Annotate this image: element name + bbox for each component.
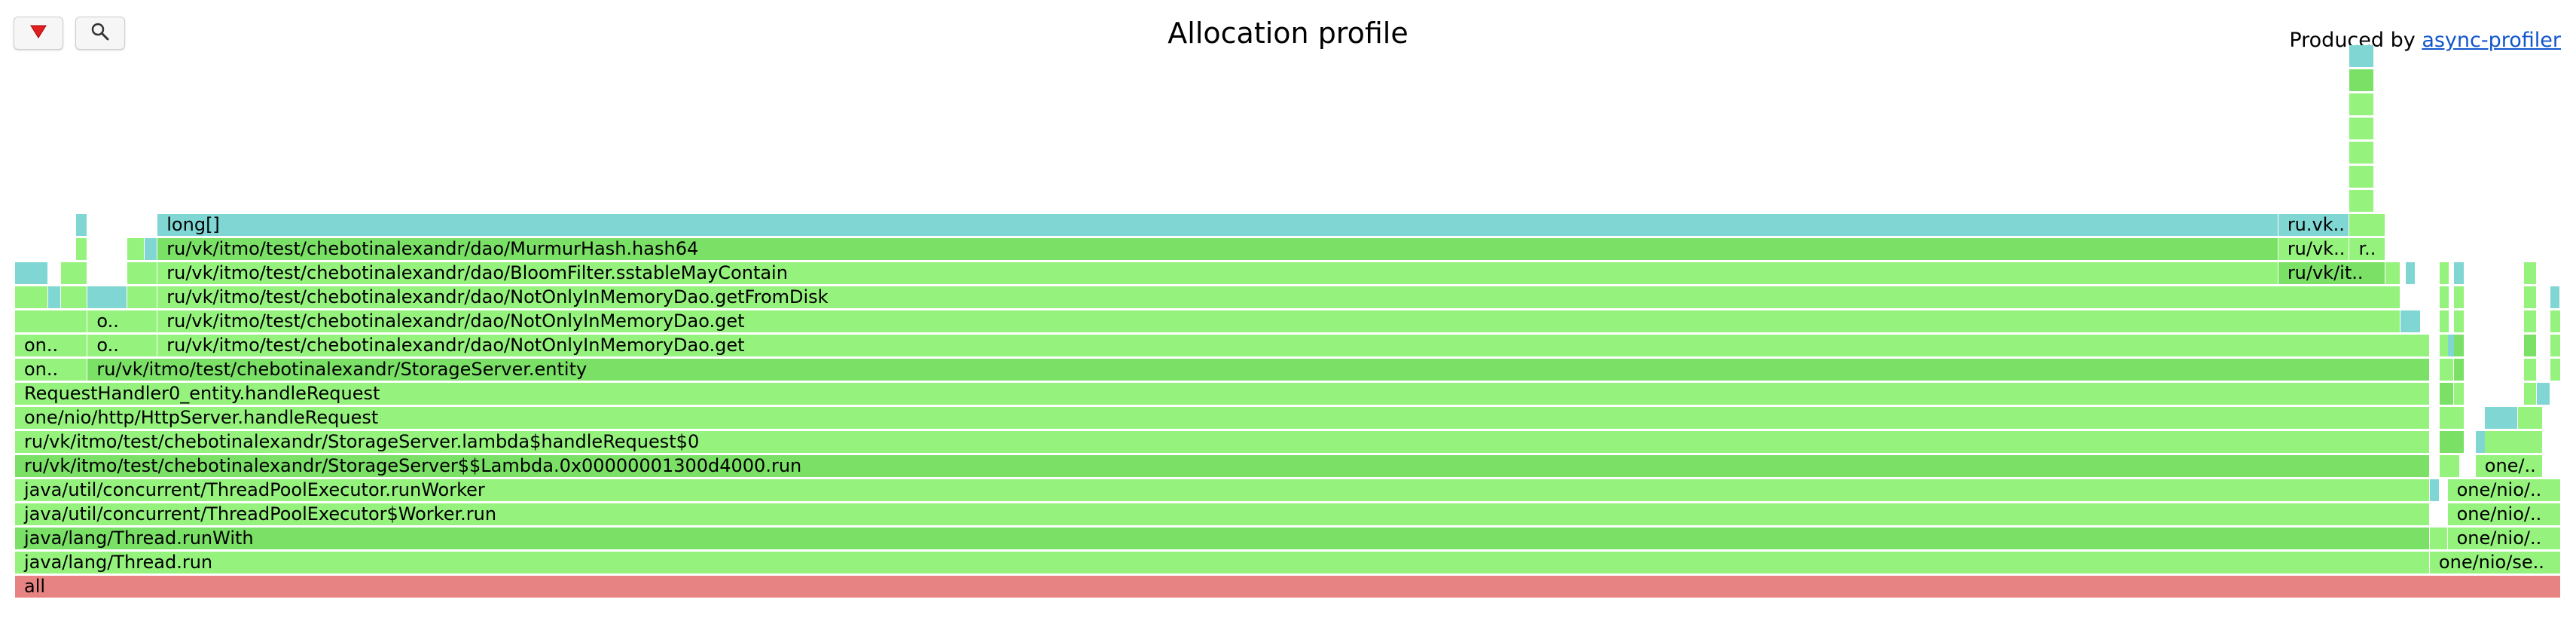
flame-frame[interactable] [2484,431,2544,453]
flame-frame[interactable] [2523,286,2537,308]
flame-frame[interactable] [2349,166,2374,188]
flame-frame[interactable]: one/nio/http/HttpServer.handleRequest [15,407,2430,429]
flame-frame[interactable]: RequestHandler0_entity.handleRequest [15,383,2430,405]
flame-frame[interactable] [2349,190,2374,212]
flame-frame[interactable]: o.. [87,310,158,332]
flame-frame[interactable] [2440,407,2465,429]
flame-frame[interactable] [2349,69,2374,91]
reverse-triangle-icon [30,24,47,42]
flame-frame[interactable] [15,286,48,308]
flame-frame[interactable]: ru/vk/itmo/test/chebotinalexandr/dao/Mur… [157,238,2278,260]
flame-frame[interactable] [2349,142,2374,164]
flame-frame[interactable] [2550,335,2561,356]
flame-frame[interactable] [2550,310,2561,332]
search-button[interactable] [75,17,125,50]
flame-frame[interactable] [2517,407,2544,429]
flame-frame[interactable]: ru.vk.. [2278,214,2350,236]
flame-frame[interactable] [60,262,88,284]
flame-frame[interactable] [127,262,158,284]
flame-frame[interactable] [2523,310,2537,332]
flame-frame[interactable] [2454,310,2465,332]
flame-frame[interactable]: ru/vk.. [2278,238,2350,260]
flame-frame[interactable] [2440,310,2450,332]
flame-frame[interactable] [2536,383,2551,405]
flame-frame[interactable]: java/util/concurrent/ThreadPoolExecutor$… [15,503,2430,525]
flame-frame[interactable]: on.. [15,335,88,356]
flame-frame[interactable]: all [15,576,2561,598]
flame-frame[interactable]: ru/vk/itmo/test/chebotinalexandr/dao/Not… [157,335,2430,356]
flame-frame[interactable] [2440,359,2455,381]
flame-frame[interactable]: ru/vk/itmo/test/chebotinalexandr/Storage… [15,455,2430,477]
async-profiler-link[interactable]: async-profiler [2422,29,2561,52]
flame-frame[interactable]: o.. [87,335,158,356]
flame-frame[interactable] [15,310,88,332]
flame-frame[interactable] [2349,93,2374,115]
flame-frame[interactable]: java/lang/Thread.runWith [15,528,2430,549]
flame-frame[interactable]: one/nio/.. [2447,528,2561,549]
flame-frame[interactable] [2440,431,2465,453]
flame-frame[interactable] [2454,262,2465,284]
flame-frame[interactable] [2440,262,2450,284]
flame-frame[interactable] [2401,310,2422,332]
flame-frame[interactable] [2429,479,2440,501]
flame-frame[interactable]: ru/vk/itmo/test/chebotinalexandr/Storage… [87,359,2430,381]
flame-frame[interactable] [87,286,127,308]
flame-frame[interactable]: ru/vk/it.. [2278,262,2385,284]
flame-frame[interactable] [2429,528,2448,549]
flame-frame[interactable]: long[] [157,214,2278,236]
flame-frame[interactable]: java/lang/Thread.run [15,552,2430,573]
flame-frame[interactable] [2405,262,2416,284]
flame-frame[interactable] [127,238,145,260]
flame-frame[interactable] [2349,118,2374,139]
flame-frame[interactable] [145,238,158,260]
flame-frame[interactable]: java/util/concurrent/ThreadPoolExecutor.… [15,479,2430,501]
flame-frame[interactable] [2385,262,2401,284]
flame-frame[interactable]: one/nio/.. [2447,503,2561,525]
flame-frame[interactable] [76,238,88,260]
flame-frame[interactable]: on.. [15,359,88,381]
flame-frame[interactable] [2440,383,2455,405]
flame-frame[interactable] [2523,359,2537,381]
flame-frame[interactable]: ru/vk/itmo/test/chebotinalexandr/dao/Not… [157,286,2401,308]
flame-frame[interactable] [2484,407,2518,429]
flame-frame[interactable] [15,262,48,284]
flame-frame[interactable]: one/nio/.. [2447,479,2561,501]
flame-frame[interactable] [2440,455,2461,477]
flame-frame[interactable] [2349,214,2385,236]
flame-frame[interactable]: one/nio/se.. [2429,552,2561,573]
flame-frame[interactable] [2523,262,2537,284]
flame-frame[interactable] [47,286,61,308]
flame-frame[interactable] [2454,335,2465,356]
flame-frame[interactable] [2349,45,2374,67]
flame-frame[interactable]: one/.. [2475,455,2544,477]
magnifier-icon [90,22,110,44]
flame-frame[interactable] [2454,383,2465,405]
flame-frame[interactable] [60,286,88,308]
flame-frame[interactable] [76,214,88,236]
flame-frame[interactable]: ru/vk/itmo/test/chebotinalexandr/Storage… [15,431,2430,453]
page-title: Allocation profile [1167,17,1409,50]
flame-frame[interactable] [2550,359,2561,381]
reverse-button[interactable] [14,17,63,50]
flame-frame[interactable]: ru/vk/itmo/test/chebotinalexandr/dao/Blo… [157,262,2278,284]
flame-frame[interactable] [2440,286,2450,308]
flame-frame[interactable]: r.. [2349,238,2385,260]
flame-frame[interactable] [2523,335,2537,356]
flame-frame[interactable] [2454,359,2465,381]
flame-frame[interactable] [2454,286,2465,308]
flame-frame[interactable] [2550,286,2561,308]
produced-by: Produced by async-profiler [2289,29,2561,52]
flame-frame[interactable]: ru/vk/itmo/test/chebotinalexandr/dao/Not… [157,310,2401,332]
flame-frame[interactable] [127,286,158,308]
flame-frame[interactable] [2523,383,2537,405]
